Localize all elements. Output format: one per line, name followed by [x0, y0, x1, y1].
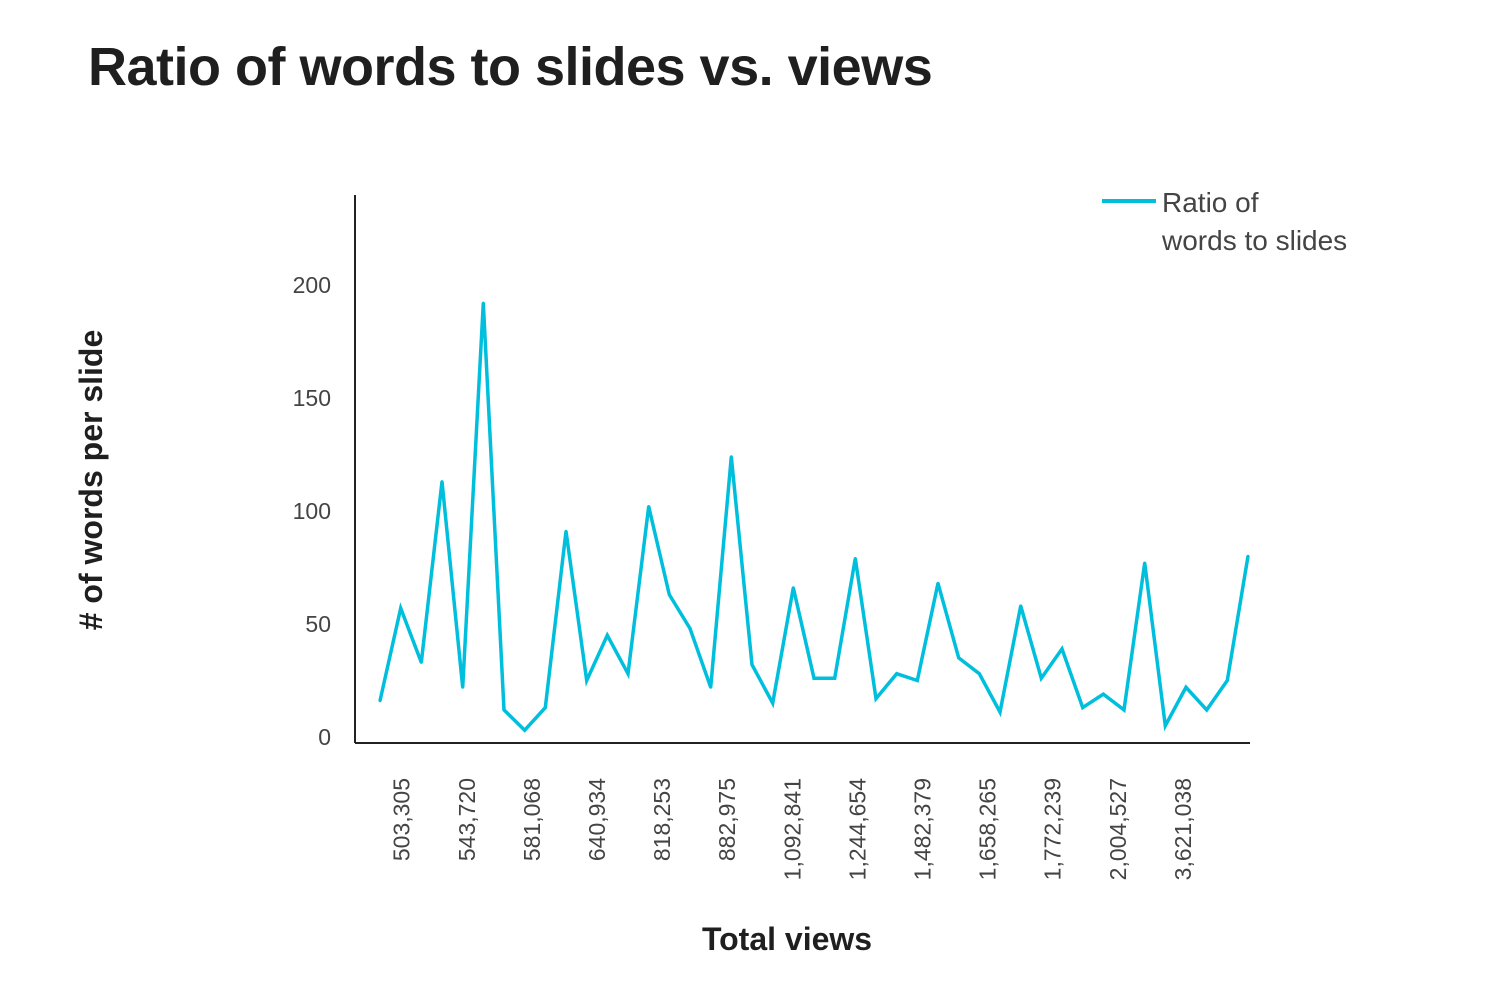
data-point: [791, 586, 795, 590]
legend-label-line-2: words to slides: [1161, 225, 1347, 256]
data-point: [998, 710, 1002, 714]
x-tick-label: 503,305: [389, 778, 415, 861]
x-tick-label: 640,934: [584, 778, 610, 861]
data-point: [812, 676, 816, 680]
y-axis-title: # of words per slide: [73, 330, 109, 631]
data-point: [1060, 647, 1064, 651]
data-point: [895, 672, 899, 676]
data-point: [1039, 676, 1043, 680]
x-tick-label: 3,621,038: [1170, 778, 1196, 880]
legend-label-line-1: Ratio of: [1162, 187, 1259, 218]
data-point: [543, 706, 547, 710]
data-point: [750, 663, 754, 667]
data-point: [461, 685, 465, 689]
data-point: [977, 672, 981, 676]
data-point: [729, 455, 733, 459]
data-point: [1205, 708, 1209, 712]
y-tick-label: 200: [293, 272, 331, 298]
data-point: [605, 633, 609, 637]
data-point: [419, 660, 423, 664]
legend: Ratio of words to slides: [1102, 187, 1347, 256]
data-point: [771, 701, 775, 705]
data-point: [1122, 708, 1126, 712]
data-point: [957, 656, 961, 660]
y-tick-label: 0: [318, 724, 331, 750]
data-point: [1225, 679, 1229, 682]
y-axis-ticks: 0 50 100 150 200: [293, 272, 331, 750]
data-point: [709, 685, 713, 689]
data-point: [585, 679, 589, 682]
data-point: [1163, 724, 1167, 728]
x-tick-label: 543,720: [454, 778, 480, 861]
data-point: [502, 708, 506, 712]
x-tick-label: 1,772,239: [1040, 778, 1066, 880]
series-line-ratio-of-words-to-slides: [378, 303, 1250, 733]
data-point: [667, 593, 671, 597]
data-point: [564, 529, 568, 533]
data-point: [1019, 604, 1023, 608]
data-point: [440, 480, 444, 484]
x-tick-label: 882,975: [714, 778, 740, 861]
chart-title: Ratio of words to slides vs. views: [88, 37, 933, 97]
data-point: [523, 728, 527, 732]
series-group: [378, 301, 1250, 733]
data-point: [1184, 685, 1188, 689]
data-point: [378, 699, 382, 703]
data-point: [1143, 561, 1147, 565]
data-point: [481, 301, 485, 305]
y-tick-label: 150: [293, 385, 331, 411]
x-tick-label: 1,092,841: [779, 778, 805, 880]
x-tick-label: 818,253: [649, 778, 675, 861]
x-axis-title: Total views: [702, 921, 872, 957]
data-point: [1246, 554, 1250, 558]
y-tick-label: 100: [293, 498, 331, 524]
data-point: [399, 606, 403, 610]
data-point: [688, 627, 692, 630]
data-point: [626, 672, 630, 676]
data-point: [1101, 692, 1105, 696]
x-tick-label: 1,244,654: [844, 778, 870, 881]
data-point: [936, 581, 940, 585]
data-point: [647, 505, 651, 508]
data-point: [1081, 706, 1085, 710]
y-tick-label: 50: [305, 611, 331, 637]
x-tick-label: 581,068: [519, 778, 545, 861]
x-axis-ticks: 503,305 543,720 581,068 640,934 818,253 882,9…: [389, 778, 1196, 881]
data-point: [833, 676, 837, 680]
data-point: [853, 557, 857, 560]
data-point: [874, 697, 878, 701]
x-tick-label: 1,658,265: [975, 778, 1001, 880]
x-tick-label: 2,004,527: [1105, 778, 1131, 880]
data-point: [915, 679, 919, 682]
x-tick-label: 1,482,379: [910, 778, 936, 880]
